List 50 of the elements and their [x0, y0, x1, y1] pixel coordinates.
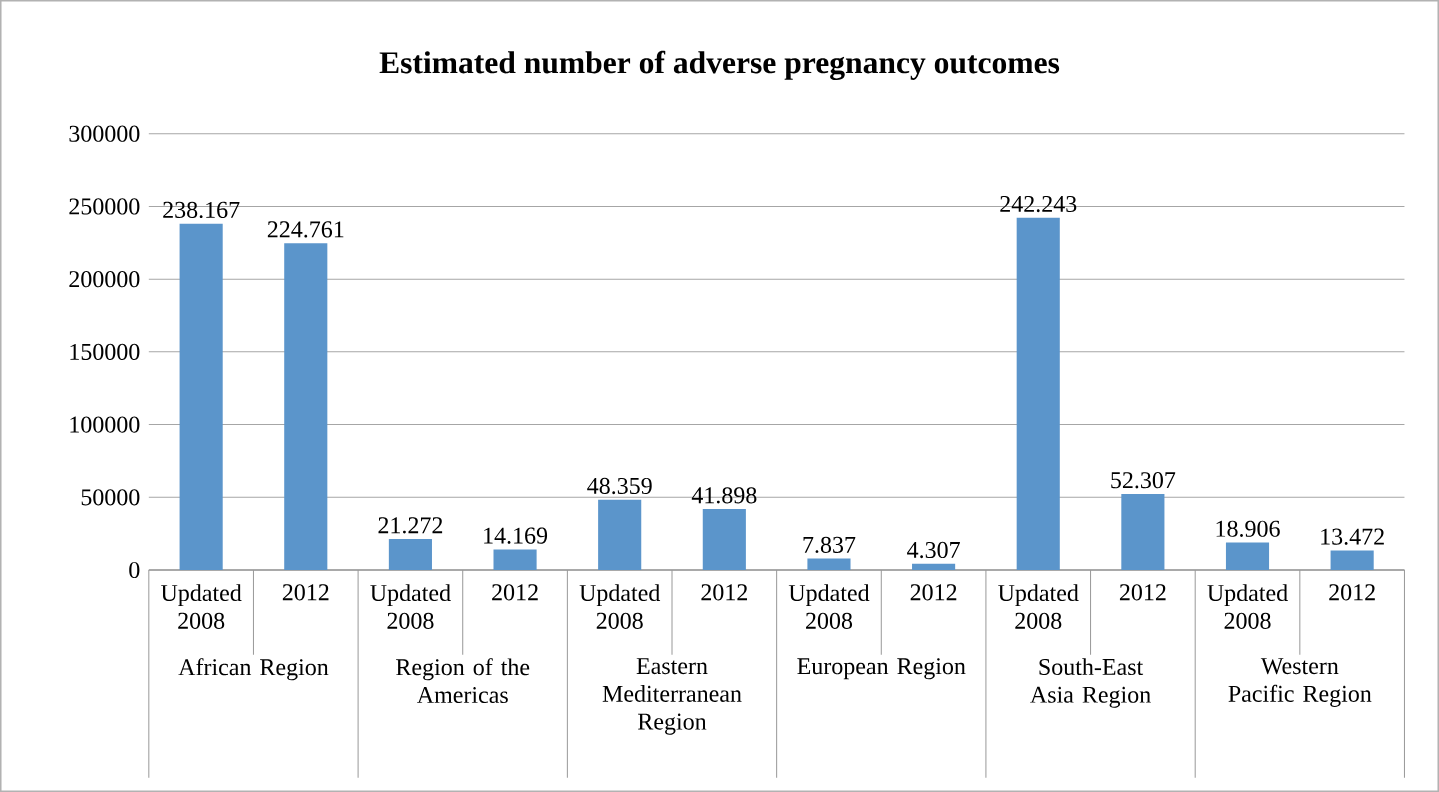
- text: Region of the Americas: [396, 658, 530, 704]
- data-label: 4.307: [907, 541, 960, 559]
- y-tick-label: 300000: [69, 125, 140, 142]
- x-tick-label: 2012: [1329, 584, 1375, 601]
- x-tick-label: Updated 2008: [998, 584, 1079, 629]
- bar: [598, 499, 642, 570]
- data-label: 7.837: [803, 536, 856, 553]
- bar: [1016, 217, 1060, 570]
- bar: [1330, 550, 1374, 570]
- bar: [702, 509, 746, 570]
- text: Eastern Mediterranean Region: [602, 658, 742, 735]
- x-tick-label: 2012: [282, 584, 329, 601]
- y-tick-label: 100000: [70, 416, 140, 433]
- x-tick-label: Updated 2008: [788, 584, 870, 629]
- bar: [1121, 493, 1165, 570]
- x-tick-label: 2012: [910, 584, 957, 601]
- data-label: 14.169: [484, 527, 548, 544]
- text: European Region: [797, 658, 966, 680]
- y-tick-label: 150000: [70, 343, 140, 360]
- bar: [493, 549, 537, 570]
- data-label: 238.167: [163, 201, 240, 219]
- x-tick-label: Updated 2008: [370, 584, 451, 629]
- text: Western Pacific Region: [1228, 658, 1372, 707]
- chart-title: Estimated number of adverse pregnancy outcomes: [379, 50, 1060, 80]
- data-label: 224.761: [267, 221, 344, 238]
- bar: [388, 539, 432, 570]
- data-label: 41.898: [691, 487, 757, 504]
- y-tick-label: 50000: [81, 489, 140, 506]
- text: African Region: [178, 658, 329, 681]
- y-tick-label: 250000: [69, 198, 140, 215]
- bar: [912, 563, 956, 570]
- text: South-East Asia Region: [1030, 658, 1151, 708]
- data-label: 48.359: [587, 477, 652, 495]
- data-label: 18.906: [1216, 520, 1280, 537]
- data-label: 21.272: [378, 517, 443, 534]
- data-label: 242.243: [1000, 195, 1077, 213]
- data-label: 52.307: [1111, 472, 1176, 489]
- bar: [807, 558, 851, 570]
- bar: [1225, 542, 1270, 570]
- x-tick-label: Updated 2008: [161, 584, 242, 629]
- x-tick-label: 2012: [492, 584, 538, 601]
- x-tick-label: 2012: [701, 584, 748, 601]
- y-tick-label: 0: [129, 561, 140, 579]
- bar: [284, 243, 328, 570]
- bar: [179, 223, 223, 570]
- x-tick-label: Updated 2008: [579, 584, 661, 629]
- y-tick-label: 200000: [69, 270, 140, 288]
- data-label: 13.472: [1321, 528, 1384, 545]
- x-tick-label: Updated 2008: [1207, 584, 1288, 629]
- x-tick-label: 2012: [1119, 584, 1166, 601]
